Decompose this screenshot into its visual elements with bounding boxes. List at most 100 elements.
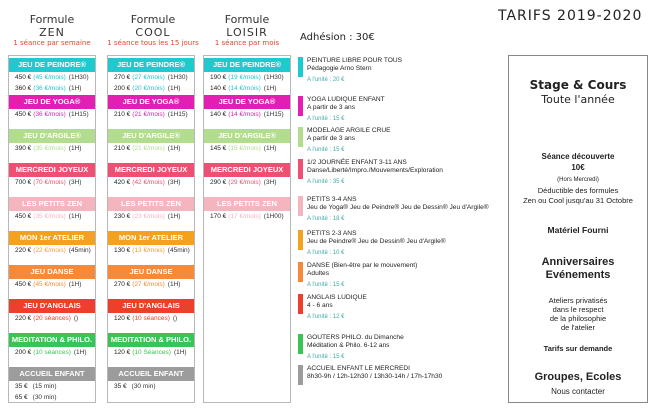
monthly-price: (19 €/mois) xyxy=(228,74,261,81)
activity-text: 1/2 JOURNÉE ENFANT 3-11 ANS xyxy=(307,159,407,166)
workshop-line-1: Ateliers privatisés xyxy=(548,296,608,305)
activity-band: JEU DE YOGA® xyxy=(204,95,290,109)
price-row: 200 € (20 €/mois) (1H) xyxy=(108,83,194,94)
color-marker xyxy=(298,294,303,314)
price-section: MERCREDI JOYEUX 420 € (42 €/mois) (3H) xyxy=(108,163,194,188)
monthly-price: (15 €/mois) xyxy=(228,145,261,152)
monthly-price: (27 €/mois) xyxy=(132,281,165,288)
prices-on-request: Tarifs sur demande xyxy=(543,344,613,353)
price-amount: 130 € xyxy=(114,247,131,254)
monthly-price: (35 €/mois) xyxy=(33,145,66,152)
monthly-price: (45 €/mois) xyxy=(33,281,66,288)
activity-band: ACCUEIL ENFANT xyxy=(108,367,194,381)
workshop-line-4: de l'atelier xyxy=(561,323,595,332)
session-duration: (1H) xyxy=(73,349,87,356)
session-duration: (30 min) xyxy=(32,394,57,401)
activity-band: LES PETITS ZEN xyxy=(9,197,95,211)
price-row: 450 € (36 €/mois) (1H15) xyxy=(9,109,95,120)
activity-text: 8h30-9h / 12h-12h30 / 13h30-14h / 17h-17… xyxy=(307,373,443,380)
session-duration: (1H) xyxy=(68,281,82,288)
activity-item: PETITS 2-3 ANS Jeu de Peindre® Jeu de Des… xyxy=(298,230,503,257)
activity-band: LES PETITS ZEN xyxy=(204,197,290,211)
activity-band: MERCREDI JOYEUX xyxy=(9,163,95,177)
price-section: JEU DE YOGA® 140 € (14 €/mois) (1H15) xyxy=(204,95,290,120)
price-row: 270 € (27 €/mois) (1H) xyxy=(108,279,194,290)
page-title: TARIFS 2019-2020 xyxy=(498,8,643,24)
monthly-price: (70 €/mois) xyxy=(33,179,66,186)
color-marker xyxy=(298,96,303,116)
activity-text: PETITS 2-3 ANS xyxy=(307,230,357,237)
price-amount: 145 € xyxy=(210,145,227,152)
price-amount: 35 € xyxy=(114,383,127,390)
price-row: 130 € (13 €/mois) (45min) xyxy=(108,245,194,256)
price-row: 700 € (70 €/mois) (3H) xyxy=(9,177,95,188)
activity-band: JEU DE PEINDRE® xyxy=(9,58,95,72)
price-section: JEU D'ARGILE® 210 € (21 €/mois) (1H) xyxy=(108,129,194,154)
session-duration: (1H30) xyxy=(263,74,284,81)
activity-item: 1/2 JOURNÉE ENFANT 3-11 ANS Danse/Liberté… xyxy=(298,159,503,186)
price-amount: 65 € xyxy=(15,394,28,401)
monthly-price: (21 €/mois) xyxy=(132,111,165,118)
activity-item: DANSE (Bien-être par le mouvement) Adulte… xyxy=(298,262,503,289)
price-amount: 390 € xyxy=(15,145,32,152)
monthly-price: (45 €/mois) xyxy=(33,74,66,81)
birthdays-heading: Anniversaires xyxy=(541,256,615,268)
formula-frequency: 1 séance par semaine xyxy=(13,39,91,47)
activity-band: JEU DE YOGA® xyxy=(9,95,95,109)
price-section: JEU DE PEINDRE® 450 € (45 €/mois) (1H30) 360… xyxy=(9,58,95,94)
activity-item: ACCUEIL ENFANT LE MERCREDI 8h30-9h / 12h-… xyxy=(298,365,503,385)
activity-band: ACCUEIL ENFANT xyxy=(9,367,95,381)
activity-text: PETITS 3-4 ANS xyxy=(307,196,357,203)
price-amount: 210 € xyxy=(114,145,131,152)
zen-price-column: JEU DE PEINDRE® 450 € (45 €/mois) (1H30) 360… xyxy=(8,55,96,403)
session-duration: () xyxy=(73,315,79,322)
price-section: LES PETITS ZEN 230 € (23 €/mois) (1H) xyxy=(108,197,194,222)
price-amount: 700 € xyxy=(15,179,32,186)
color-marker xyxy=(298,262,303,282)
activity-band: MERCREDI JOYEUX xyxy=(204,163,290,177)
loisir-price-column: JEU DE PEINDRE® 190 € (19 €/mois) (1H30) 140… xyxy=(203,55,291,403)
color-marker xyxy=(298,334,303,354)
activity-text: ANGLAIS LUDIQUE xyxy=(307,294,367,301)
session-duration: (15 min) xyxy=(32,383,57,390)
activity-band: JEU DE PEINDRE® xyxy=(108,58,194,72)
events-heading: Evénements xyxy=(545,269,611,281)
unit-price: A l'unité : 15 € xyxy=(307,147,345,153)
session-duration: (1H) xyxy=(167,145,181,152)
activity-text: GOUTERS PHILO. du Dimanche xyxy=(307,334,404,341)
groups-heading: Groupes, Ecoles xyxy=(534,371,622,383)
price-row: 220 € (20 séances)() xyxy=(9,313,95,324)
session-duration: (30 min) xyxy=(131,383,156,390)
price-amount: 220 € xyxy=(15,247,32,254)
activity-text: Jeu de Peindre® Jeu de Dessin® Jeu d'Arg… xyxy=(307,238,446,245)
price-section: MERCREDI JOYEUX 700 € (70 €/mois) (3H) xyxy=(9,163,95,188)
monthly-price: (29 €/mois) xyxy=(228,179,261,186)
unit-price: A l'unité : 12 € xyxy=(307,314,345,320)
workshop-line-3: de la philosophie xyxy=(549,314,607,323)
unit-price: A l'unité : 10 € xyxy=(307,250,345,256)
price-amount: 170 € xyxy=(210,213,227,220)
price-section: ACCUEIL ENFANT 35 € (15 min) 65 € (30 min) xyxy=(9,367,95,403)
activity-band: MON 1er ATELIER xyxy=(9,231,95,245)
session-duration: (1H) xyxy=(173,349,187,356)
activity-text: DANSE (Bien-être par le mouvement) xyxy=(307,262,418,269)
price-section: MON 1er ATELIER 220 € (22 €/mois) (45min) xyxy=(9,231,95,256)
unit-price: A l'unité : 35 € xyxy=(307,179,345,185)
monthly-price: (22 €/mois) xyxy=(33,247,66,254)
session-duration: (45min) xyxy=(167,247,190,254)
monthly-price: (36 €/mois) xyxy=(33,111,66,118)
activity-band: MON 1er ATELIER xyxy=(108,231,194,245)
monthly-price: (14 €/mois) xyxy=(228,85,261,92)
price-section: JEU DANSE 270 € (27 €/mois) (1H) xyxy=(108,265,194,290)
price-row: 120 € (10 séances)() xyxy=(108,313,194,324)
price-section: LES PETITS ZEN 450 € (35 €/mois) (1H) xyxy=(9,197,95,222)
session-duration: (1H) xyxy=(263,145,277,152)
price-section: JEU DE YOGA® 450 € (36 €/mois) (1H15) xyxy=(9,95,95,120)
price-amount: 270 € xyxy=(114,281,131,288)
price-row: 65 € (30 min) xyxy=(9,392,95,403)
price-row: 170 € (17 €/mois) (1H00) xyxy=(204,211,290,222)
price-amount: 190 € xyxy=(210,74,227,81)
color-marker xyxy=(298,230,303,250)
price-amount: 360 € xyxy=(15,85,32,92)
price-amount: 270 € xyxy=(114,74,131,81)
